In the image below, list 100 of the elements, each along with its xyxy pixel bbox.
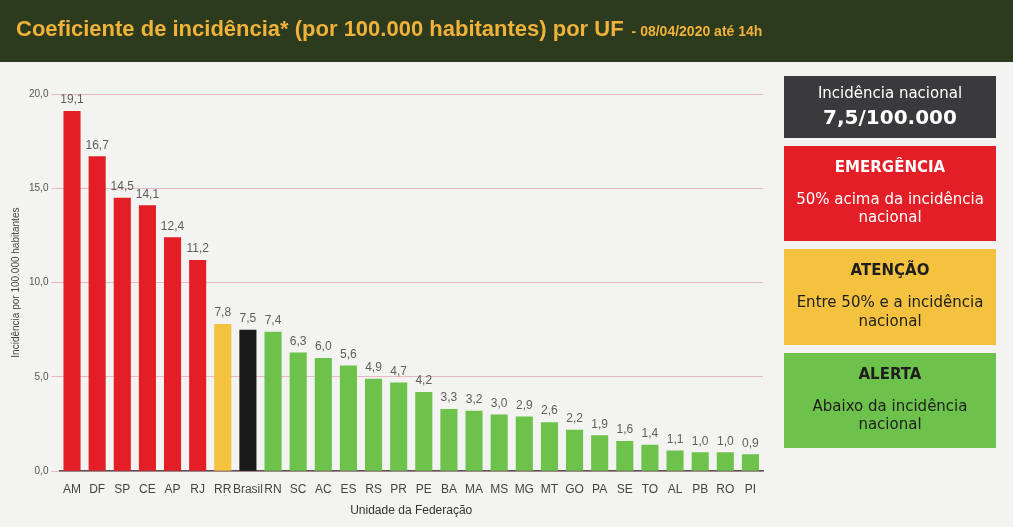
x-tick-label: PA <box>592 481 608 496</box>
bar <box>163 237 182 471</box>
bar <box>440 408 458 471</box>
x-tick-label: ES <box>340 481 357 496</box>
data-label: 11,2 <box>186 241 210 256</box>
data-label: 7,5 <box>239 311 257 326</box>
bar <box>63 110 81 471</box>
x-tick-label: AM <box>63 481 82 496</box>
bar <box>339 365 357 471</box>
x-tick-label: RJ <box>190 481 205 496</box>
data-label: 5,6 <box>340 346 358 361</box>
x-tick-label: AC <box>314 481 332 496</box>
text: ATENÇÃO <box>849 261 931 279</box>
text: ALERTA <box>857 364 923 383</box>
bar <box>616 441 634 471</box>
chart-title: Coeficiente de incidência* (por 100.000 habitantes) por UF <box>16 16 624 41</box>
y-tick-label: 10,0 <box>28 276 49 288</box>
bar <box>264 331 282 471</box>
x-tick-label: DF <box>89 481 106 496</box>
x-tick-label: MT <box>540 481 559 496</box>
data-label: 4,7 <box>390 363 408 378</box>
bar <box>716 452 734 471</box>
data-label: 7,8 <box>214 305 232 320</box>
text: Abaixo da incidência nacional <box>811 396 969 434</box>
x-tick-label: PI <box>744 481 757 496</box>
bar <box>289 352 307 471</box>
text: Entre 50% e a incidência nacional <box>795 293 985 331</box>
x-tick-label: RR <box>214 481 232 496</box>
bar <box>515 416 533 471</box>
x-tick-label: RN <box>264 481 282 496</box>
x-tick-label: SC <box>289 481 307 496</box>
bar <box>214 324 232 471</box>
data-label: 6,3 <box>289 333 307 348</box>
text: Incidência nacional <box>816 84 964 104</box>
bar <box>666 450 684 471</box>
x-tick-label: RS <box>365 481 382 496</box>
x-tick-label: AL <box>667 481 683 496</box>
bar <box>314 358 332 471</box>
text: 7,5/100.000 <box>822 103 958 130</box>
data-label: 1,9 <box>591 416 609 431</box>
data-label: 3,2 <box>465 392 483 407</box>
data-label: 1,0 <box>716 433 734 448</box>
data-label: 7,4 <box>264 312 282 327</box>
x-tick-label: AP <box>164 481 181 496</box>
bar <box>641 444 659 471</box>
data-label: 2,6 <box>541 403 559 418</box>
data-label: 3,3 <box>440 390 458 405</box>
bar <box>239 329 257 471</box>
bar <box>138 205 156 471</box>
data-label: 1,6 <box>616 422 634 437</box>
data-label: 2,2 <box>566 411 584 426</box>
bar <box>691 452 709 471</box>
bar <box>566 429 584 471</box>
x-tick-label: PB <box>692 481 709 496</box>
bar <box>490 414 508 471</box>
data-label: 1,0 <box>691 433 709 448</box>
y-tick-label: 0,0 <box>34 464 49 476</box>
x-tick-label: GO <box>565 481 584 496</box>
data-label: 14,1 <box>135 186 160 201</box>
bar <box>465 410 483 471</box>
x-tick-label: CE <box>139 481 156 496</box>
data-label: 19,1 <box>60 92 85 107</box>
data-label: 4,2 <box>415 373 433 388</box>
data-label: 16,7 <box>85 137 110 152</box>
x-tick-label: PE <box>415 481 432 496</box>
data-label: 0,9 <box>742 435 760 450</box>
x-tick-label: MA <box>465 481 484 496</box>
bar <box>365 378 383 471</box>
bar <box>189 259 207 471</box>
bar <box>113 197 131 471</box>
x-tick-label: SE <box>616 481 633 496</box>
bar <box>540 422 558 471</box>
text: EMERGÊNCIA <box>833 157 947 176</box>
chart-subtitle: - 08/04/2020 até 14h <box>631 23 763 39</box>
x-tick-label: SP <box>114 481 131 496</box>
y-tick-label: 20,0 <box>28 87 49 99</box>
y-axis-title: Incidência por 100.000 habitantes <box>9 207 21 358</box>
x-tick-label: MG <box>514 481 534 496</box>
data-label: 14,5 <box>110 179 135 194</box>
x-tick-label: BA <box>440 481 457 496</box>
x-tick-label: PR <box>390 481 408 496</box>
data-label: 12,4 <box>160 218 185 233</box>
x-tick-label: MS <box>490 481 509 496</box>
bar <box>88 156 106 471</box>
bar <box>390 382 408 471</box>
y-tick-label: 5,0 <box>34 370 49 382</box>
bar <box>415 391 433 471</box>
x-tick-label: RO <box>716 481 735 496</box>
data-label: 6,0 <box>314 339 332 354</box>
data-label: 1,1 <box>666 431 684 446</box>
data-label: 3,0 <box>490 395 508 410</box>
y-tick-label: 15,0 <box>28 182 49 194</box>
bar <box>591 435 609 471</box>
x-tick-label: TO <box>641 481 659 496</box>
bar <box>741 454 759 471</box>
x-tick-label: Brasil <box>232 481 263 496</box>
data-label: 1,4 <box>641 426 659 441</box>
x-axis-title: Unidade da Federação <box>350 503 473 518</box>
data-label: 4,9 <box>365 360 383 375</box>
text: 50% acima da incidência nacional <box>795 189 985 227</box>
